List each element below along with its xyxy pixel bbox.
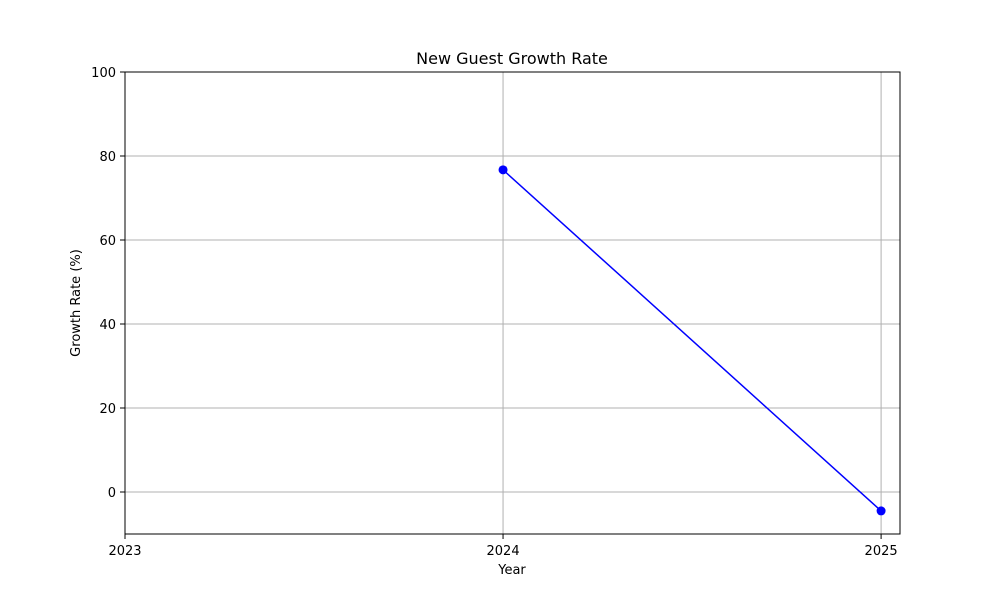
y-tick-label: 60 [99,234,116,249]
y-tick-label: 40 [99,318,116,333]
y-axis-label: Growth Rate (%) [69,249,84,357]
y-tick-label: 20 [99,402,116,417]
grid-lines [124,71,900,534]
plot-frame [124,71,901,535]
data-point [876,506,886,516]
x-axis-ticks: 2023 2024 2025 [108,534,898,559]
series-line [502,169,882,512]
x-tick-label: 2024 [487,544,520,559]
data-point [498,165,508,175]
x-tick-label: 2025 [865,544,898,559]
x-axis-label: Year [497,563,526,578]
y-tick-label: 0 [108,486,116,501]
y-tick-label: 100 [91,66,116,81]
x-tick-label: 2023 [108,544,141,559]
series-layer [498,165,886,516]
chart-title: New Guest Growth Rate [416,49,608,68]
y-tick-label: 80 [99,150,116,165]
y-axis-ticks: 0 20 40 60 80 100 [91,66,125,501]
